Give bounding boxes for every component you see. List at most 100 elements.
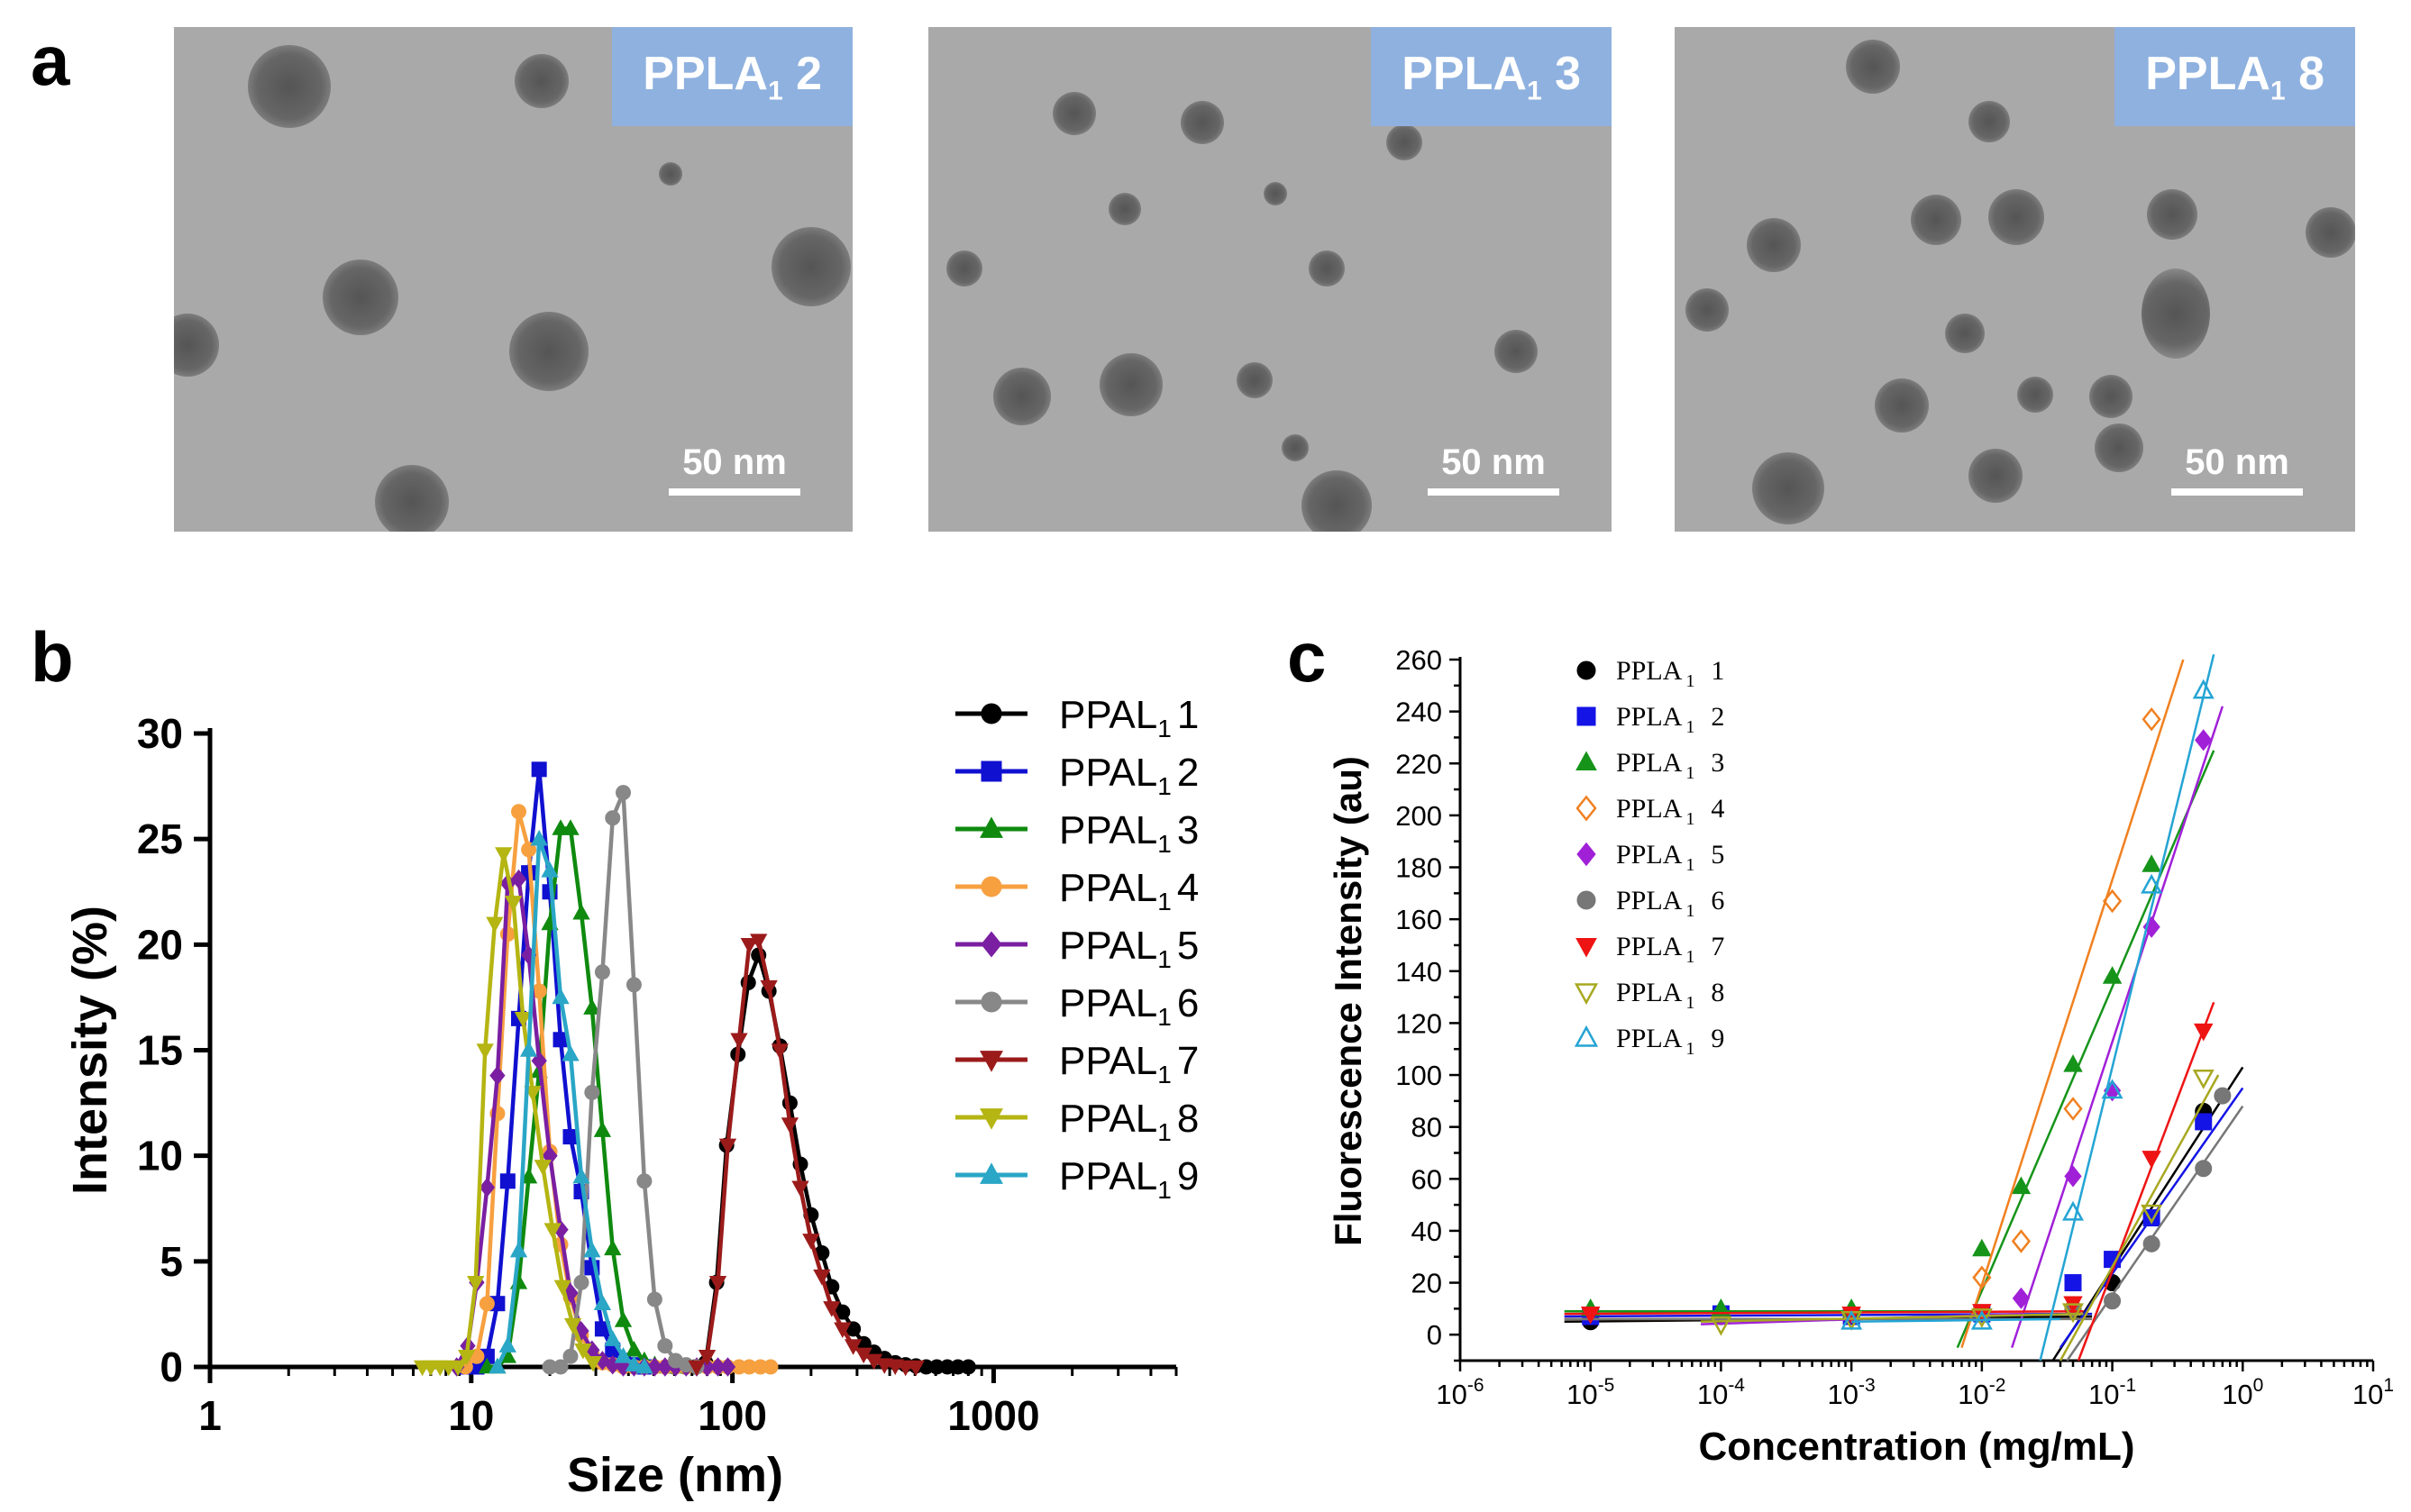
scale-bar-2: 50 nm <box>1428 442 1559 496</box>
b-point <box>530 829 548 846</box>
b-series-8 <box>413 847 602 1377</box>
c-point <box>1711 1298 1731 1316</box>
c-legend-marker <box>1576 890 1596 910</box>
c-x-tick-label: 10-3 <box>1828 1375 1876 1410</box>
b-legend-label: PPAL1 2 <box>1059 751 1199 800</box>
c-series-8 <box>1700 1070 2220 1362</box>
b-point <box>531 761 547 778</box>
b-x-tick-label: 10 <box>448 1392 494 1439</box>
scale-bar-1: 50 nm <box>669 442 800 496</box>
c-legend-marker <box>1576 706 1596 726</box>
c-fit-line <box>1960 659 2185 1348</box>
c-fit-line <box>1700 1312 2084 1324</box>
c-y-tick-label: 60 <box>1411 1163 1442 1195</box>
b-series-line <box>674 948 969 1370</box>
c-point <box>1970 1308 1993 1328</box>
b-point <box>740 938 758 954</box>
c-legend-marker <box>1574 983 1599 1006</box>
c-fit-line <box>2039 653 2215 1362</box>
b-point <box>562 1348 579 1364</box>
c-y-tick-label: 220 <box>1395 748 1442 779</box>
c-point <box>2101 1079 2123 1099</box>
c-legend-marker <box>1575 938 1597 958</box>
b-point <box>625 1355 644 1371</box>
c-point <box>2195 729 2213 751</box>
tem-label-1: PPLA1 2 <box>612 27 853 127</box>
b-point <box>467 1275 485 1292</box>
b-point <box>593 1294 612 1310</box>
b-point <box>834 1322 852 1339</box>
b-point <box>584 1084 600 1100</box>
b-point <box>719 1357 736 1377</box>
b-legend-label: PPAL1 1 <box>1059 693 1199 742</box>
c-y-tick-label: 260 <box>1395 644 1442 676</box>
b-point <box>504 896 523 912</box>
b-point <box>604 1330 622 1346</box>
c-point <box>2141 1204 2163 1225</box>
b-legend-marker <box>981 703 1002 724</box>
c-point <box>1970 1309 1993 1330</box>
c-y-tick-label: 140 <box>1395 956 1442 988</box>
c-legend: PPLA 1 1 PPLA 1 2 PPLA 1 3 PPLA 1 4 PPLA 1 5 PPLA 1 6 PPLA… <box>1574 656 1724 1059</box>
c-fit-line <box>1956 750 2215 1349</box>
b-point <box>750 934 768 950</box>
b-legend-label: PPAL1 9 <box>1059 1154 1199 1204</box>
c-point <box>2102 888 2123 914</box>
c-y-tick-label: 40 <box>1411 1216 1442 1247</box>
c-x-tick-label: 101 <box>2352 1375 2394 1410</box>
tem-label-2: PPLA1 3 <box>1371 27 1612 127</box>
b-point <box>552 988 570 1005</box>
c-y-tick-label: 80 <box>1411 1112 1442 1143</box>
b-point <box>509 1241 528 1258</box>
c-y-tick-label: 160 <box>1395 904 1442 935</box>
b-y-tick-label: 5 <box>160 1238 183 1285</box>
b-y-tick-label: 25 <box>137 815 183 862</box>
b-point <box>635 1357 653 1374</box>
b-point <box>960 1359 976 1375</box>
b-x-tick-label: 1 <box>198 1392 222 1439</box>
b-y-axis-title: Intensity (%) <box>63 906 117 1195</box>
b-point <box>479 1178 496 1198</box>
c-point <box>2142 1234 2160 1252</box>
c-point <box>2214 1087 2232 1105</box>
b-legend-marker <box>981 991 1002 1013</box>
b-legend-marker <box>981 931 1002 958</box>
c-y-tick-label: 100 <box>1395 1060 1442 1091</box>
b-point <box>614 1347 633 1363</box>
b-point <box>521 842 537 858</box>
b-point <box>562 1044 580 1061</box>
c-x-tick-label: 10-2 <box>1958 1375 2005 1410</box>
b-point <box>594 964 610 980</box>
b-legend-marker <box>980 1108 1003 1130</box>
b-point <box>708 1275 727 1292</box>
tem-image-3: PPLA1 8 50 nm <box>1675 27 2355 532</box>
c-point <box>2193 1023 2214 1042</box>
c-point <box>2195 1113 2213 1131</box>
c-point <box>2192 1070 2215 1089</box>
b-legend-marker <box>980 1051 1003 1072</box>
c-point <box>2142 1151 2161 1169</box>
c-point <box>1972 1238 1992 1257</box>
panel-letter-a: a <box>31 21 70 100</box>
b-point <box>791 1180 809 1198</box>
b-legend-marker <box>981 876 1002 897</box>
b-legend-marker <box>980 816 1003 838</box>
b-point <box>574 1343 592 1360</box>
b-legend: PPAL1 1 PPAL1 2 PPAL1 3 PPAL1 4 PPAL1 5 PPAL1 6 PPAL… <box>955 693 1199 1204</box>
c-fit-line <box>2059 1074 2220 1362</box>
c-point <box>1710 1316 1732 1336</box>
c-legend-marker <box>1575 751 1597 770</box>
c-point <box>2102 966 2123 984</box>
b-point <box>593 1121 612 1137</box>
b-legend-label: PPAL1 5 <box>1059 924 1199 973</box>
c-point <box>1841 1306 1861 1325</box>
c-legend-marker <box>1576 842 1596 867</box>
b-point <box>543 1223 562 1239</box>
b-series-7 <box>688 934 925 1377</box>
c-series-2 <box>1564 1087 2244 1349</box>
c-point <box>2195 1160 2213 1178</box>
b-point <box>449 1360 467 1377</box>
b-point <box>499 1173 516 1189</box>
chart-c-fluorescence: 0 20 40 60 80 100 120 140 160 180 200 220 240 260 10-6… <box>1327 644 2394 1469</box>
b-x-tick-label: 100 <box>698 1392 767 1439</box>
